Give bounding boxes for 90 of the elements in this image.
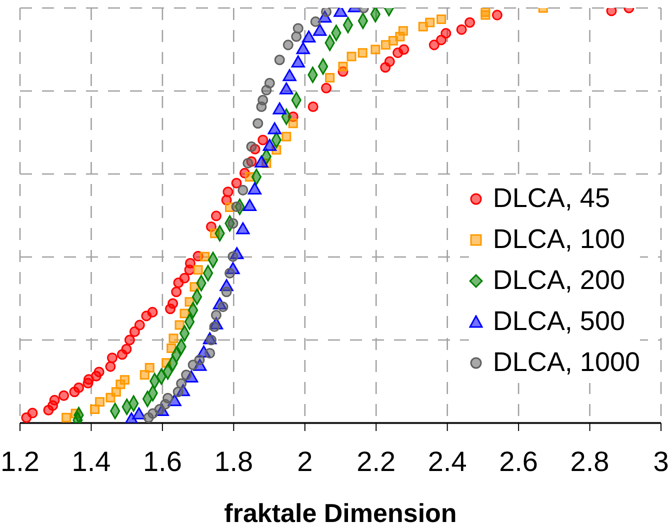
point	[264, 78, 275, 88]
point	[228, 218, 238, 229]
point	[358, 48, 368, 58]
point	[124, 334, 135, 346]
point	[105, 361, 116, 372]
point	[147, 306, 158, 318]
legend-label: DLCA, 500	[492, 306, 625, 337]
point	[398, 44, 410, 55]
point	[162, 392, 174, 404]
point	[184, 258, 196, 268]
point	[95, 397, 105, 407]
point	[134, 320, 145, 330]
point	[606, 8, 617, 16]
point	[231, 202, 242, 212]
point	[210, 310, 222, 320]
point	[179, 272, 190, 284]
point	[176, 378, 187, 389]
point	[73, 382, 84, 393]
point	[246, 141, 257, 152]
point	[83, 374, 94, 385]
point	[282, 132, 292, 142]
x-tick-label: 3	[653, 446, 668, 477]
point	[129, 326, 140, 337]
point	[464, 17, 476, 28]
point	[288, 118, 298, 128]
point	[238, 184, 248, 196]
point	[428, 40, 440, 50]
point	[58, 390, 70, 401]
point	[94, 366, 104, 378]
point	[210, 210, 222, 222]
point	[310, 16, 321, 27]
point	[320, 82, 332, 94]
point	[370, 44, 380, 54]
point	[425, 18, 435, 28]
x-tick-label: 1.2	[0, 446, 40, 477]
point	[200, 252, 210, 262]
point	[480, 8, 490, 17]
point	[49, 394, 60, 406]
point	[325, 72, 335, 82]
point	[346, 52, 356, 62]
legend-label: DLCA, 100	[492, 224, 625, 255]
point	[338, 62, 348, 72]
point	[384, 56, 395, 67]
point	[171, 286, 182, 298]
point	[291, 31, 302, 42]
legend-label: DLCA, 45	[492, 183, 610, 214]
legend-label: DLCA, 200	[492, 265, 625, 296]
point	[193, 265, 203, 275]
legend-label: DLCA, 1000	[492, 347, 640, 378]
x-tick-label: 2.6	[499, 446, 538, 477]
x-tick-label: 2.4	[428, 446, 467, 477]
point	[258, 94, 268, 106]
point	[204, 348, 216, 359]
point	[222, 186, 234, 198]
x-tick-label: 1.4	[72, 446, 111, 477]
point	[308, 102, 318, 112]
point	[252, 118, 264, 129]
point	[282, 40, 294, 50]
point	[221, 286, 232, 298]
x-tick-label: 2.8	[570, 446, 610, 477]
point	[292, 23, 304, 34]
point	[144, 363, 154, 373]
point	[242, 158, 254, 168]
x-tick-label: 2	[297, 446, 313, 477]
point	[168, 298, 178, 309]
point	[140, 370, 150, 380]
point	[90, 404, 100, 414]
point	[370, 8, 380, 22]
point	[274, 54, 285, 66]
point	[456, 24, 467, 35]
point	[120, 375, 130, 385]
x-tick-label: 1.6	[142, 446, 182, 477]
x-tick-label: 2.2	[356, 446, 396, 477]
point	[492, 10, 502, 20]
point	[224, 268, 236, 278]
point	[111, 387, 121, 397]
point	[174, 320, 184, 330]
point	[231, 178, 242, 188]
x-tick-label: 1.8	[214, 446, 254, 477]
point	[168, 334, 178, 344]
point	[440, 28, 452, 39]
point	[258, 134, 268, 146]
point	[398, 26, 408, 36]
x-axis-title: fraktale Dimension	[224, 498, 457, 526]
point	[380, 40, 390, 50]
point	[436, 14, 446, 24]
point	[62, 412, 72, 422]
point	[121, 344, 132, 354]
point	[27, 408, 38, 418]
point	[106, 352, 118, 364]
